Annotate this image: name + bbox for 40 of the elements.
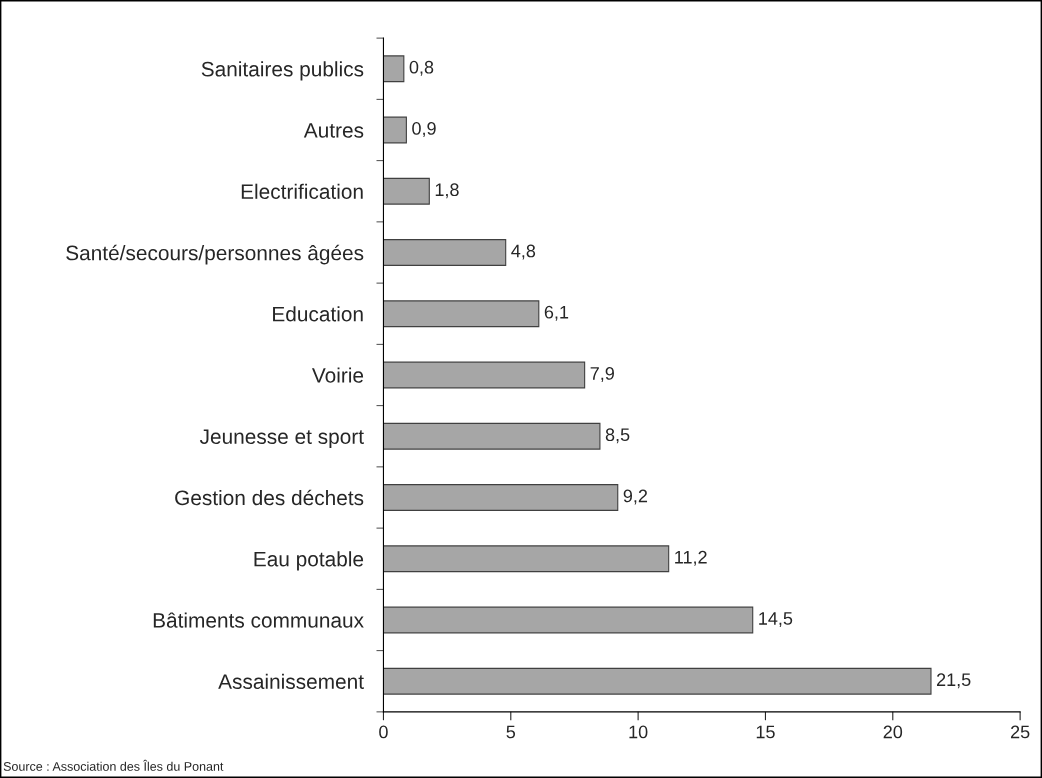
data-label: 4,8 bbox=[511, 244, 536, 260]
x-tick-label: 10 bbox=[629, 725, 648, 739]
data-label: 21,5 bbox=[936, 673, 971, 689]
x-tick-label: 15 bbox=[756, 725, 775, 739]
bar bbox=[383, 422, 601, 450]
bar bbox=[383, 55, 405, 83]
bar bbox=[383, 606, 754, 634]
y-tick-label: Assainissement bbox=[218, 673, 364, 689]
bar bbox=[383, 177, 430, 205]
x-tick-label: 20 bbox=[883, 725, 903, 739]
x-tick-label: 25 bbox=[1010, 725, 1030, 739]
y-tick-label: Bâtiments communaux bbox=[153, 612, 364, 628]
data-label: 1,8 bbox=[435, 183, 459, 199]
y-tick-label: Santé/secours/personnes âgées bbox=[66, 244, 364, 265]
bar bbox=[383, 300, 540, 328]
bar bbox=[383, 239, 507, 266]
data-label: 0,8 bbox=[409, 60, 434, 76]
y-tick-label: Electrification bbox=[241, 183, 363, 199]
data-label: 8,5 bbox=[605, 428, 630, 444]
x-tick-label: 0 bbox=[379, 725, 388, 739]
y-tick-label: Autres bbox=[303, 123, 364, 138]
bar bbox=[383, 667, 932, 695]
data-label: 0,9 bbox=[412, 122, 436, 137]
y-tick-label: Sanitaires publics bbox=[201, 61, 364, 81]
y-tick-label: Gestion des déchets bbox=[175, 489, 364, 506]
data-label: 14,5 bbox=[759, 612, 793, 627]
bar bbox=[383, 116, 407, 144]
data-label: 9,2 bbox=[623, 489, 648, 505]
bar bbox=[383, 361, 586, 389]
data-label: 7,9 bbox=[590, 367, 614, 382]
y-tick-label: Jeunesse et sport bbox=[199, 429, 364, 449]
bar bbox=[383, 484, 619, 511]
y-tick-label: Voirie bbox=[311, 367, 364, 383]
bar bbox=[383, 545, 670, 573]
data-label: 11,2 bbox=[675, 550, 707, 566]
source-note: Source : Association des Îles du Ponant bbox=[3, 759, 224, 771]
y-tick-label: Education bbox=[273, 306, 363, 322]
y-tick-label: Eau potable bbox=[254, 551, 364, 571]
data-label: 6,1 bbox=[544, 305, 569, 321]
x-tick-label: 5 bbox=[506, 725, 516, 739]
